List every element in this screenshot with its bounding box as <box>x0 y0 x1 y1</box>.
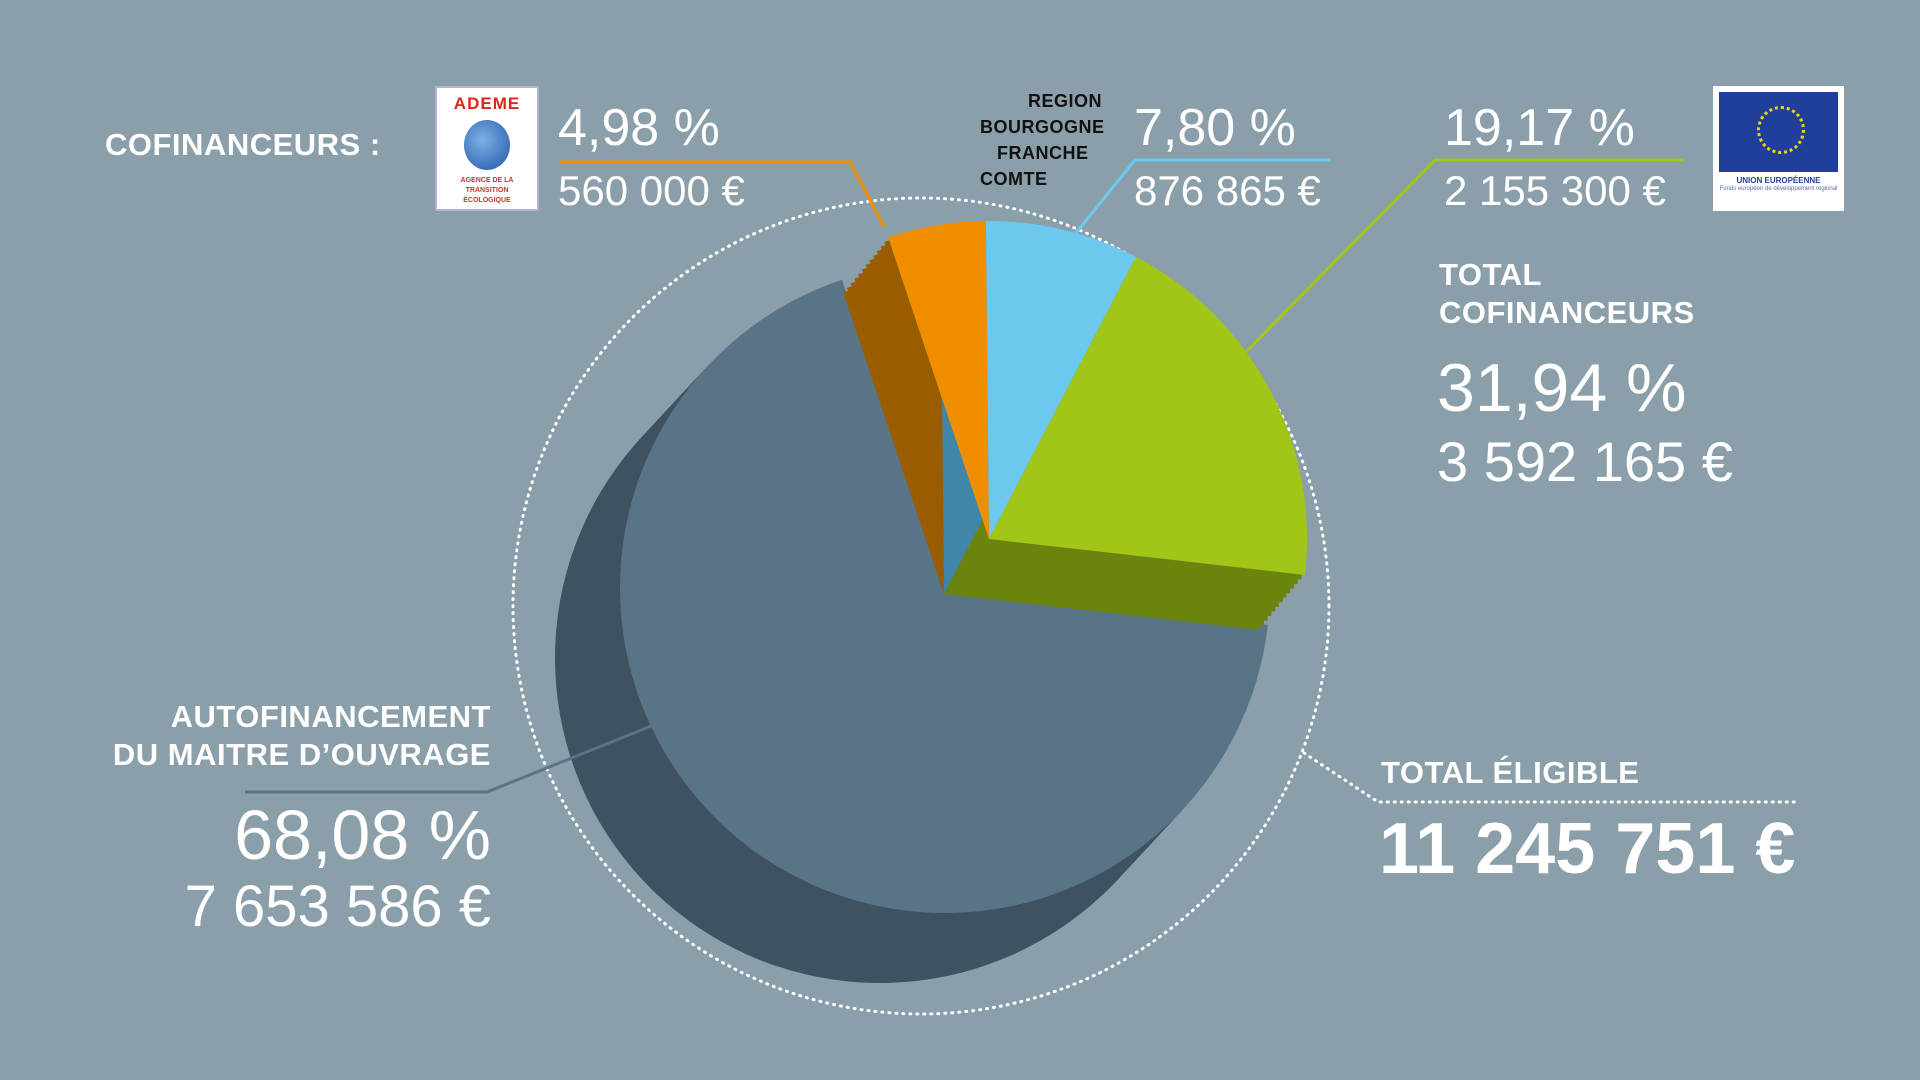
eu-percent: 19,17 % <box>1444 99 1635 157</box>
pie-slice-autofinancement <box>619 279 1268 914</box>
region-logo-line: FRANCHE <box>997 143 1089 163</box>
eu-logo: UNION EUROPÉENNE Fonds européen de dével… <box>1713 86 1844 211</box>
total-cofinanceurs-amount: 3 592 165 € <box>1437 430 1733 493</box>
region-logo: REGION BOURGOGNE FRANCHE COMTE <box>980 88 1117 192</box>
ademe-leader-line <box>560 160 886 228</box>
globe-icon <box>464 120 510 170</box>
pie-slice-ademe <box>888 221 989 539</box>
autofinancement-title-line: DU MAITRE D’OUVRAGE <box>112 737 491 772</box>
ademe-percent: 4,98 % <box>558 99 720 157</box>
cofinanceurs-label: COFINANCEURS : <box>105 127 381 162</box>
eu-flag-icon <box>1719 92 1838 172</box>
autofinancement-title: AUTOFINANCEMENT DU MAITRE D’OUVRAGE <box>113 698 491 774</box>
region-percent: 7,80 % <box>1134 99 1296 157</box>
eu-leader-line <box>1229 158 1684 369</box>
total-eligible-leader-line <box>1302 751 1802 804</box>
total-eligible-amount: 11 245 751 € <box>1379 809 1796 889</box>
eu-logo-subtitle: Fonds européen de développement régional <box>1719 186 1838 192</box>
total-cofinanceurs-title: TOTAL COFINANCEURS <box>1439 256 1695 332</box>
total-cofinanceurs-percent: 31,94 % <box>1437 350 1687 426</box>
ademe-logo: ADEME AGENCE DE LA TRANSITION ÉCOLOGIQUE <box>435 86 539 211</box>
total-cofinanceurs-title-line: COFINANCEURS <box>1439 295 1695 330</box>
region-logo-line: BOURGOGNE <box>980 117 1105 137</box>
autofinancement-title-line: AUTOFINANCEMENT <box>170 699 491 734</box>
region-leader-line <box>1061 158 1331 250</box>
eu-amount: 2 155 300 € <box>1444 167 1666 214</box>
pie-outline-dotted-circle <box>511 196 1331 1016</box>
pie-slice-region <box>985 221 1136 539</box>
ademe-logo-subtitle: AGENCE DE LA TRANSITION ÉCOLOGIQUE <box>460 177 514 204</box>
eu-logo-name: UNION EUROPÉENNE <box>1736 176 1821 185</box>
total-eligible-title: TOTAL ÉLIGIBLE <box>1381 755 1640 790</box>
ademe-logo-name: ADEME <box>453 94 521 113</box>
eu-stars-icon <box>1757 106 1805 154</box>
region-logo-line: COMTE <box>980 169 1048 189</box>
region-logo-line: REGION <box>1028 91 1103 111</box>
autofinancement-leader-line <box>245 712 682 794</box>
autofinancement-amount: 7 653 586 € <box>184 874 491 939</box>
ademe-amount: 560 000 € <box>558 167 745 214</box>
region-amount: 876 865 € <box>1134 167 1321 214</box>
autofinancement-percent: 68,08 % <box>234 796 491 874</box>
pie-slice-union <box>989 256 1307 575</box>
total-cofinanceurs-title-line: TOTAL <box>1439 257 1542 292</box>
